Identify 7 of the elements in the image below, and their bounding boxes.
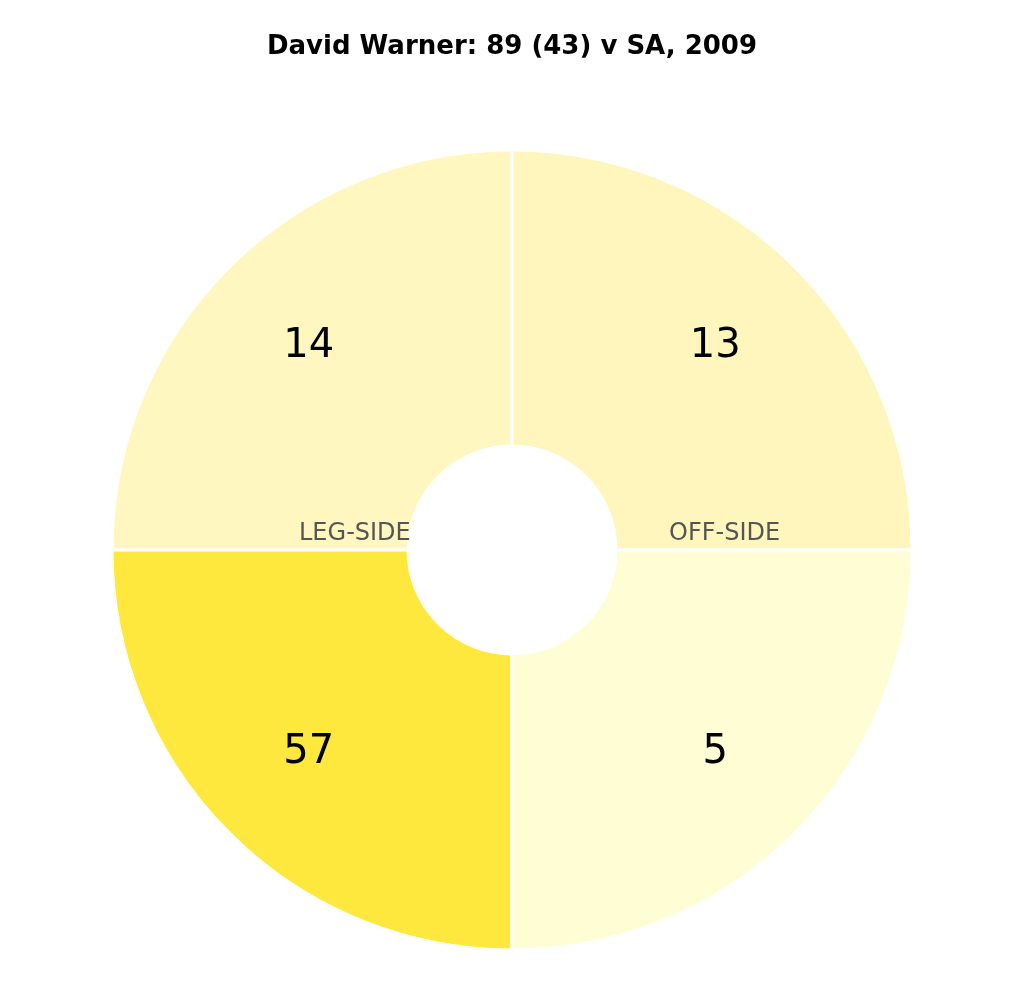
data-label: 57 bbox=[283, 726, 335, 773]
data-label: 14 bbox=[283, 319, 335, 366]
text: David Warner: 89 (43) v SA, 2009 bbox=[266, 30, 758, 61]
text: OFF-SIDE bbox=[669, 518, 781, 546]
data-label: 5 bbox=[702, 726, 729, 773]
text: LEG-SIDE bbox=[299, 518, 411, 546]
data-label: 13 bbox=[689, 319, 741, 366]
